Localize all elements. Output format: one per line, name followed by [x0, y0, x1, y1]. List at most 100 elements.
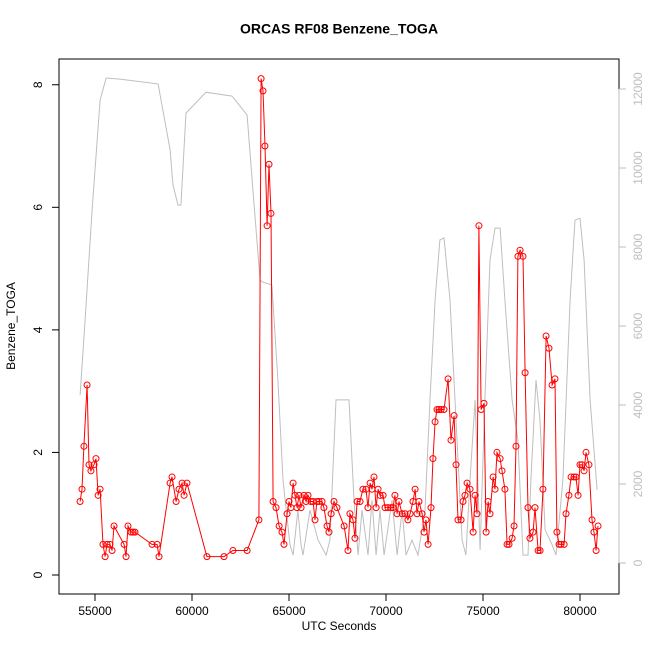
data-point — [486, 510, 494, 518]
data-point — [454, 516, 462, 524]
data-point — [269, 497, 277, 505]
data-point — [311, 516, 319, 524]
data-point — [574, 491, 582, 499]
data-point — [389, 504, 397, 512]
data-point — [327, 510, 335, 518]
y2-tick-label: 2000 — [631, 470, 645, 497]
data-point — [289, 479, 297, 487]
data-point — [512, 442, 520, 450]
data-point — [353, 497, 361, 505]
data-point — [393, 510, 401, 518]
data-point — [330, 497, 338, 505]
x-tick-label: 70000 — [369, 604, 403, 618]
data-point — [364, 504, 372, 512]
data-point — [411, 485, 419, 493]
data-point — [127, 528, 135, 536]
data-point — [372, 504, 380, 512]
data-point — [480, 399, 488, 407]
data-point — [148, 540, 156, 548]
data-point — [313, 497, 321, 505]
data-point — [489, 473, 497, 481]
data-point — [475, 222, 483, 230]
data-point — [557, 540, 565, 548]
data-point — [585, 461, 593, 469]
chart-title: ORCAS RF08 Benzene_TOGA — [240, 21, 438, 37]
series-line — [79, 77, 598, 557]
data-point — [344, 546, 352, 554]
data-point — [257, 75, 265, 83]
data-point — [106, 540, 114, 548]
data-point — [92, 455, 100, 463]
data-point — [259, 87, 267, 95]
data-point — [539, 485, 547, 493]
data-point — [422, 516, 430, 524]
y2-tick-label: 0 — [631, 559, 645, 566]
data-point — [374, 485, 382, 493]
data-point — [110, 522, 118, 530]
data-point — [545, 344, 553, 352]
data-point — [491, 485, 499, 493]
data-point — [120, 540, 128, 548]
data-point — [384, 504, 392, 512]
data-point — [351, 534, 359, 542]
data-point — [129, 528, 137, 536]
data-point — [346, 510, 354, 518]
data-point — [340, 522, 348, 530]
y-tick-label: 0 — [31, 571, 45, 578]
data-point — [435, 406, 443, 414]
data-point — [553, 528, 561, 536]
y-tick-label: 4 — [31, 326, 45, 333]
data-point — [551, 375, 559, 383]
data-point — [229, 546, 237, 554]
data-point — [220, 553, 228, 561]
data-point — [108, 546, 116, 554]
data-point — [85, 461, 93, 469]
data-point — [567, 473, 575, 481]
data-point — [496, 455, 504, 463]
data-point — [473, 510, 481, 518]
data-point — [404, 516, 412, 524]
x-tick-label: 75000 — [466, 604, 500, 618]
data-point — [401, 510, 409, 518]
x-tick-label: 80000 — [563, 604, 597, 618]
data-point — [293, 504, 301, 512]
data-point — [429, 455, 437, 463]
data-point — [578, 461, 586, 469]
data-point — [379, 491, 387, 499]
data-point — [122, 553, 130, 561]
y2-tick-label: 8000 — [631, 233, 645, 260]
data-point — [534, 546, 542, 554]
data-point — [536, 546, 544, 554]
data-point — [325, 528, 333, 536]
data-point — [459, 497, 467, 505]
y-tick-label: 2 — [31, 449, 45, 456]
data-point — [94, 491, 102, 499]
data-point — [415, 497, 423, 505]
data-point — [519, 252, 527, 260]
data-point — [548, 381, 556, 389]
data-point — [592, 546, 600, 554]
data-point — [471, 491, 479, 499]
data-point — [155, 553, 163, 561]
data-point — [457, 516, 465, 524]
data-point — [437, 406, 445, 414]
y-tick-label: 8 — [31, 81, 45, 88]
data-point — [463, 479, 471, 487]
y-axis-label: Benzene_TOGA — [4, 282, 18, 370]
data-point — [283, 510, 291, 518]
data-point — [562, 510, 570, 518]
data-point — [531, 504, 539, 512]
y2-tick-label: 6000 — [631, 312, 645, 339]
data-point — [406, 510, 414, 518]
data-point — [508, 534, 516, 542]
data-point — [461, 491, 469, 499]
data-point — [590, 528, 598, 536]
data-point — [180, 491, 188, 499]
data-point — [323, 522, 331, 530]
data-point — [261, 142, 269, 150]
data-point — [526, 534, 534, 542]
data-point — [420, 528, 428, 536]
data-point — [278, 528, 286, 536]
data-point — [395, 497, 403, 505]
